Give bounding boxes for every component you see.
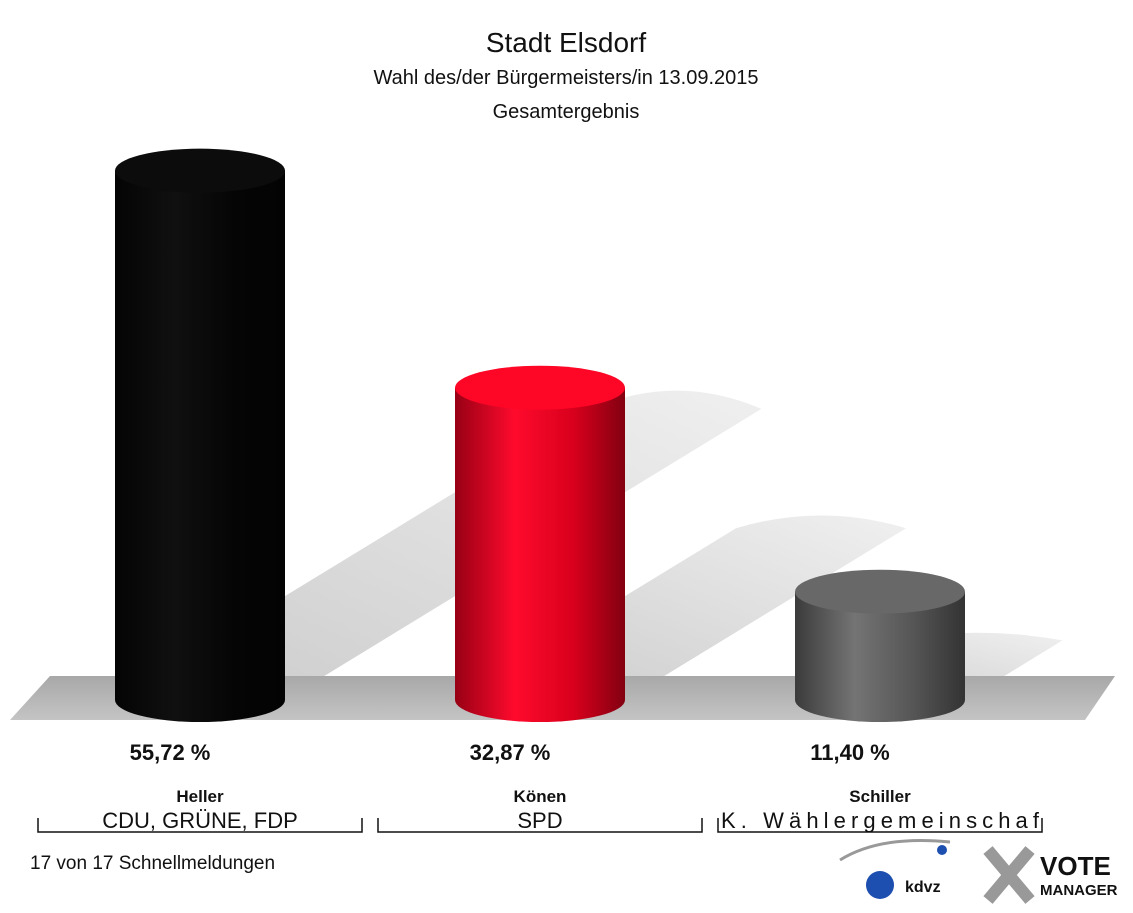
bar-top bbox=[115, 148, 285, 193]
logo-ball bbox=[866, 871, 894, 899]
value-label: 55,72 % bbox=[130, 740, 211, 765]
value-label: 11,40 % bbox=[810, 740, 890, 765]
candidate-label: Schiller bbox=[849, 787, 911, 806]
logo-x bbox=[983, 846, 1035, 904]
candidate-label: Heller bbox=[176, 787, 224, 806]
party-label: CDU, GRÜNE, FDP bbox=[102, 808, 298, 833]
party-label: K. Wählergemeinschaf bbox=[721, 808, 1040, 833]
bar bbox=[115, 170, 285, 722]
candidate-label: Könen bbox=[514, 787, 567, 806]
chart-title: Stadt Elsdorf bbox=[486, 27, 647, 58]
value-label: 32,87 % bbox=[470, 740, 551, 765]
footer: 17 von 17 Schnellmeldungen bbox=[30, 853, 275, 874]
logo-text: kdvz bbox=[905, 879, 941, 896]
bar bbox=[795, 591, 965, 722]
logo-swoosh bbox=[839, 839, 951, 862]
chart-subtitle: Wahl des/der Bürgermeisters/in 13.09.201… bbox=[373, 67, 758, 89]
label-bracket bbox=[37, 818, 363, 833]
label-bracket bbox=[377, 818, 703, 833]
bar-top bbox=[795, 569, 965, 614]
party-label: SPD bbox=[517, 808, 562, 833]
logo: kdvz VOTE MANAGER bbox=[839, 839, 1118, 904]
bar-top bbox=[455, 365, 625, 410]
logo-text: MANAGER bbox=[1040, 882, 1118, 899]
logo-ball bbox=[937, 845, 947, 855]
bar bbox=[455, 387, 625, 722]
chart-subtitle: Gesamtergebnis bbox=[493, 101, 640, 123]
label-bracket bbox=[717, 818, 1043, 833]
logo-text: VOTE bbox=[1040, 851, 1111, 881]
